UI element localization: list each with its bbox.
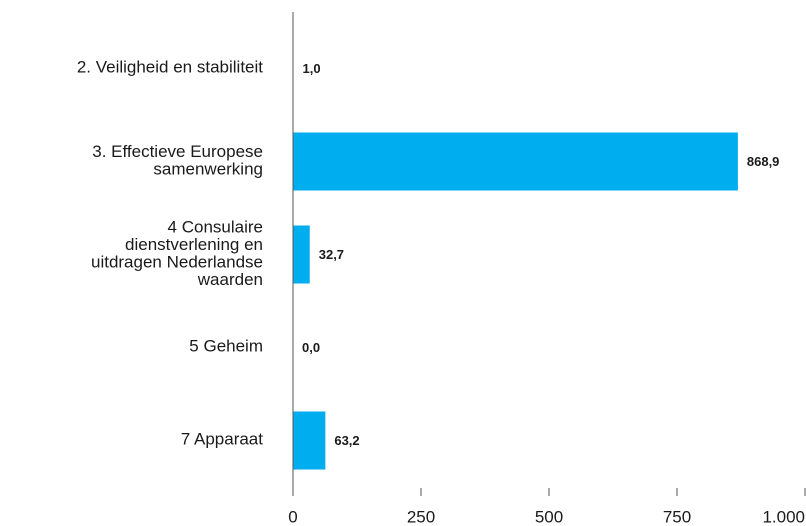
y-tick-label: 4 Consulaire dienstverlening en uitdragen … bbox=[91, 218, 263, 290]
label-line: 5 Geheim bbox=[189, 337, 263, 356]
data-label: 32,7 bbox=[319, 247, 344, 262]
bar bbox=[293, 411, 326, 470]
data-label: 868,9 bbox=[747, 154, 780, 169]
y-tick-label: 7 Apparaat bbox=[181, 430, 264, 449]
x-tick-label: 750 bbox=[663, 507, 691, 526]
label-line: 3. Effectieve Europese bbox=[92, 142, 263, 161]
label-line: waarden bbox=[197, 270, 263, 289]
label-line: 4 Consulaire bbox=[168, 218, 263, 237]
x-tick-label: 1.000 bbox=[762, 507, 805, 526]
data-label: 63,2 bbox=[334, 433, 359, 448]
x-tick-label: 250 bbox=[407, 507, 435, 526]
y-tick-label: 2. Veiligheid en stabiliteit bbox=[77, 58, 263, 77]
label-line: 2. Veiligheid en stabiliteit bbox=[77, 58, 263, 77]
data-label: 1,0 bbox=[303, 61, 321, 76]
bar bbox=[293, 225, 310, 284]
label-line: dienstverlening en bbox=[125, 235, 263, 254]
label-line: uitdragen Nederlandse bbox=[91, 253, 263, 272]
label-line: samenwerking bbox=[153, 160, 263, 179]
y-tick-label: 5 Geheim bbox=[189, 337, 263, 356]
bar bbox=[293, 132, 738, 191]
data-label: 0,0 bbox=[302, 340, 320, 355]
x-tick-label: 500 bbox=[535, 507, 563, 526]
y-tick-label: 3. Effectieve Europese samenwerking bbox=[92, 142, 263, 179]
x-tick-label: 0 bbox=[288, 507, 297, 526]
label-line: 7 Apparaat bbox=[181, 430, 264, 449]
